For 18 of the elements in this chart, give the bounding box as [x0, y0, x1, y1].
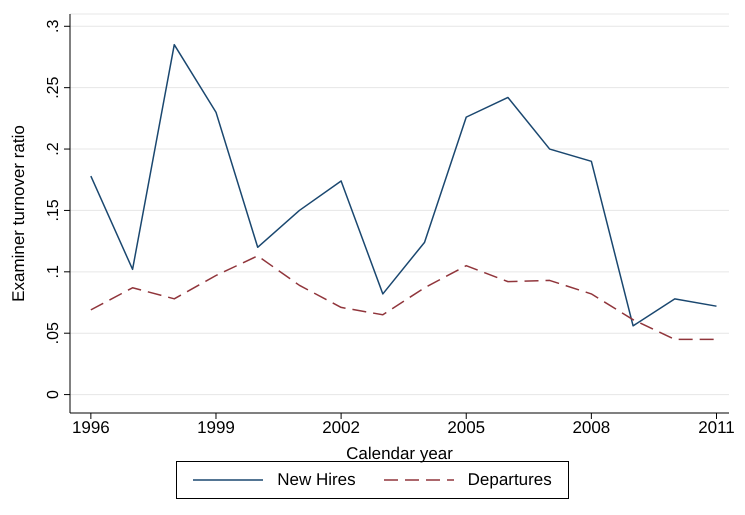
- y-tick-label: .05: [45, 322, 62, 344]
- y-tick-label: .25: [45, 76, 62, 99]
- x-tick-label: 2008: [572, 418, 610, 438]
- legend-label: New Hires: [276, 470, 356, 490]
- x-tick-label: 2002: [322, 418, 360, 438]
- y-tick-label: .3: [45, 20, 62, 33]
- y-tick-label: 0: [45, 390, 62, 400]
- x-axis-title: Calendar year: [346, 444, 454, 463]
- y-tick-label: .15: [45, 199, 62, 222]
- legend-label: Departures: [466, 470, 552, 490]
- x-tick-label: 2005: [447, 418, 486, 438]
- y-axis-title: Examiner turnover ratio: [9, 125, 28, 302]
- x-tick-label: 1996: [72, 418, 110, 438]
- y-tick-label: .2: [45, 142, 62, 156]
- y-tick-label: .1: [45, 265, 62, 278]
- x-tick-label: 1999: [197, 418, 235, 438]
- x-tick-label: 2011: [698, 418, 735, 438]
- line-series: [90, 44, 718, 327]
